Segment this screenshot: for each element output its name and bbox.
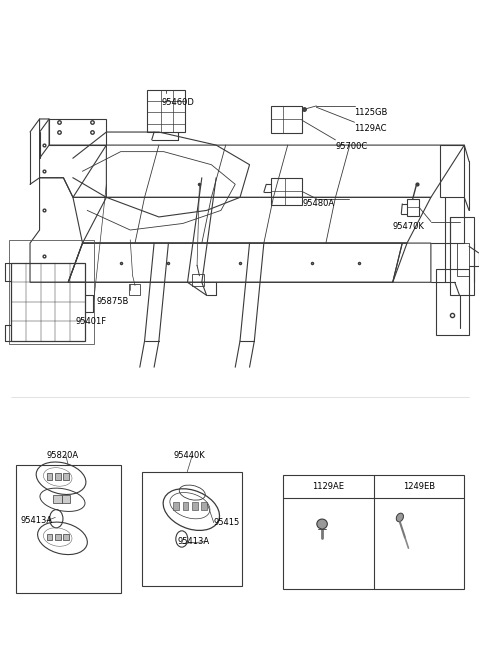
Bar — [11, 262, 85, 341]
Bar — [283, 475, 464, 589]
Text: 95480A: 95480A — [302, 199, 334, 209]
Bar — [183, 502, 189, 510]
Bar — [55, 473, 60, 480]
Bar — [55, 534, 60, 541]
Text: 1249EB: 1249EB — [403, 482, 435, 491]
Bar — [9, 240, 95, 344]
Bar — [129, 283, 140, 295]
Bar — [173, 502, 179, 510]
Bar — [63, 473, 69, 480]
Bar — [62, 495, 70, 503]
Text: 1129AE: 1129AE — [312, 482, 344, 491]
Ellipse shape — [317, 519, 327, 529]
Text: 95460D: 95460D — [161, 98, 194, 107]
Bar — [457, 243, 469, 276]
Bar — [53, 495, 61, 503]
Bar — [436, 269, 469, 335]
Bar — [47, 473, 52, 480]
Text: 95415: 95415 — [214, 518, 240, 527]
Ellipse shape — [396, 513, 404, 522]
Text: 95440K: 95440K — [173, 451, 205, 460]
Bar — [47, 534, 52, 541]
Text: 95700C: 95700C — [336, 142, 368, 151]
Bar — [142, 472, 242, 586]
Bar — [192, 502, 198, 510]
Bar — [201, 502, 206, 510]
Bar — [16, 465, 120, 592]
Bar — [192, 274, 204, 285]
Text: 95470K: 95470K — [393, 222, 425, 232]
Bar — [63, 534, 69, 541]
Text: 95413A: 95413A — [21, 516, 53, 525]
Text: 95820A: 95820A — [47, 451, 79, 460]
Text: 1129AC: 1129AC — [355, 124, 387, 133]
Text: 95413A: 95413A — [178, 537, 210, 546]
Text: 95401F: 95401F — [75, 317, 107, 326]
Text: 1125GB: 1125GB — [355, 108, 388, 117]
Text: 95875B: 95875B — [97, 297, 129, 306]
Bar — [450, 217, 474, 295]
